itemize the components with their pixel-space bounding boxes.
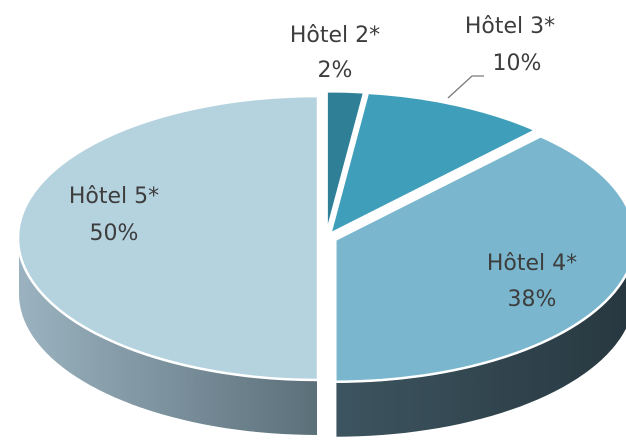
slice-percent-hotel-2: 2% (318, 58, 353, 83)
pie-slice-hotel-2 (325, 90, 366, 235)
slice-label-hotel-2: Hôtel 2* (290, 23, 380, 48)
slice-label-hotel-4: Hôtel 4* (487, 251, 577, 276)
leader-line-hotel-3 (447, 75, 484, 99)
slice-percent-hotel-5: 50% (90, 221, 139, 246)
pie-slice-hotel-5 (16, 94, 320, 382)
slice-label-hotel-3: Hôtel 3* (465, 14, 555, 39)
slice-percent-hotel-4: 38% (508, 287, 557, 312)
pie-slice-hotel-3 (329, 91, 537, 235)
pie-slice-hotel-4 (334, 134, 626, 383)
slice-label-hotel-5: Hôtel 5* (69, 184, 159, 209)
slice-percent-hotel-3: 10% (493, 51, 542, 76)
